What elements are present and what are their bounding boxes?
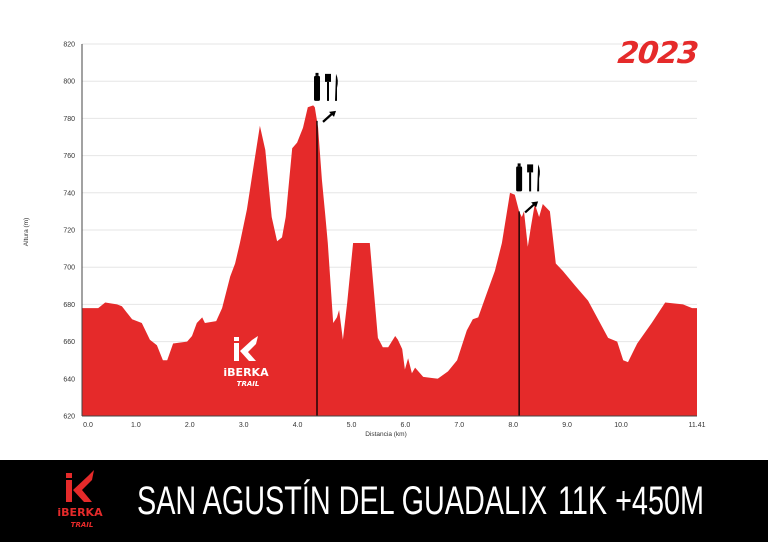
year-label: 2023 [616, 36, 700, 71]
y-tick-label: 720 [63, 228, 75, 235]
aid-station-marker [314, 72, 338, 416]
elevation-chart: 620 640 660 680 700 720 740 760 780 800 820 0.0 1.0… [23, 42, 706, 439]
y-tick-label: 640 [63, 376, 75, 383]
x-tick-label: 3.0 [239, 422, 249, 429]
y-tick-label: 680 [63, 302, 75, 309]
arrow-head [531, 201, 539, 208]
arrow-icon [322, 112, 334, 123]
y-tick-label: 660 [63, 339, 75, 346]
gridlines [82, 43, 697, 380]
y-tick-labels: 620 640 660 680 700 720 740 760 780 800 820 [63, 42, 75, 421]
race-title: SAN AGUSTÍN DEL GUADALIX [137, 479, 548, 523]
svg-text:TRAIL: TRAIL [237, 380, 260, 388]
fork-icon [527, 164, 534, 192]
x-tick-label: 8.0 [508, 422, 518, 429]
y-tick-label: 820 [63, 42, 75, 49]
svg-text:iBERKA: iBERKA [57, 506, 103, 519]
x-tick-label: 1.0 [131, 422, 141, 429]
x-tick-label: 11.41 [689, 422, 706, 429]
y-tick-label: 780 [63, 116, 75, 123]
svg-text:iBERKA: iBERKA [223, 366, 269, 379]
aid-station-marker [516, 163, 540, 416]
y-tick-label: 700 [63, 265, 75, 272]
x-tick-labels: 0.0 1.0 2.0 3.0 4.0 5.0 6.0 7.0 8.0 9.0 10.0 11.41 [83, 422, 705, 429]
arrow-icon [524, 202, 536, 214]
race-stats: 11K +450M [558, 479, 704, 523]
iberka-logo: iBERKA TRAIL [57, 470, 103, 529]
x-tick-label: 9.0 [562, 422, 572, 429]
svg-text:TRAIL: TRAIL [71, 521, 94, 529]
knife-icon [537, 164, 540, 192]
y-axis-label: Altura (m) [23, 218, 30, 247]
aid-station-markers [314, 72, 540, 416]
elevation-profile-area [82, 105, 697, 417]
x-tick-label: 0.0 [83, 422, 93, 429]
arrow-head [329, 110, 337, 117]
x-tick-label: 5.0 [347, 422, 357, 429]
x-tick-label: 10.0 [614, 422, 628, 429]
water-bottle-icon [516, 163, 523, 192]
y-tick-label: 760 [63, 153, 75, 160]
x-tick-label: 6.0 [401, 422, 411, 429]
water-bottle-icon [314, 72, 321, 101]
y-tick-label: 620 [63, 414, 75, 421]
footer-banner: iBERKA TRAIL SAN AGUSTÍN DEL GUADALIX 11… [0, 460, 768, 542]
knife-icon [335, 73, 338, 101]
x-axis-label: Distancia (km) [365, 431, 407, 438]
x-tick-label: 4.0 [293, 422, 303, 429]
iberka-logo-watermark: iBERKA TRAIL [223, 336, 269, 388]
x-tick-label: 7.0 [454, 422, 464, 429]
y-tick-label: 800 [63, 79, 75, 86]
fork-icon [325, 73, 332, 101]
x-tick-label: 2.0 [185, 422, 195, 429]
y-tick-label: 740 [63, 190, 75, 197]
